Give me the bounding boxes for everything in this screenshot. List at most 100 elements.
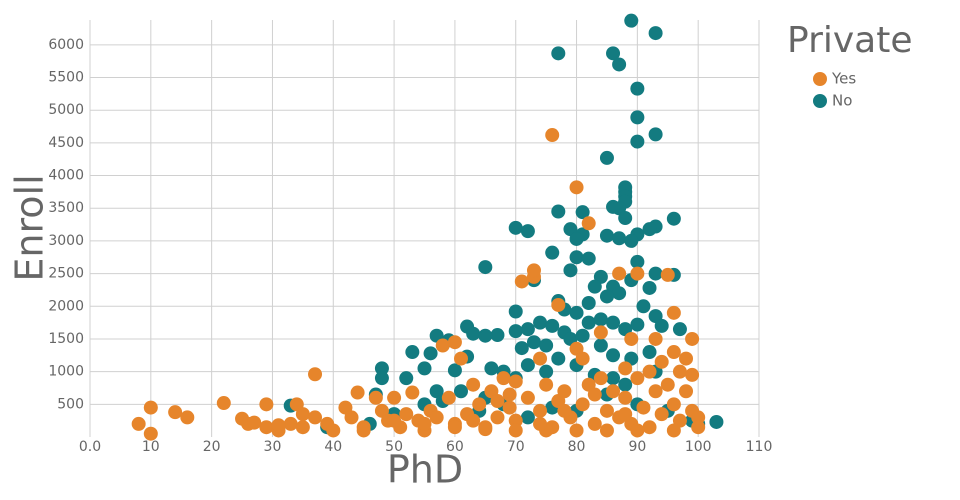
- point: [387, 413, 402, 428]
- point: [654, 318, 669, 333]
- x-tick-label: 100: [685, 439, 712, 455]
- point: [533, 403, 548, 418]
- point: [259, 397, 274, 412]
- point: [660, 267, 675, 282]
- point: [593, 312, 608, 327]
- point: [429, 410, 444, 425]
- point: [654, 354, 669, 369]
- point: [514, 274, 529, 289]
- point: [654, 407, 669, 422]
- point: [557, 384, 572, 399]
- x-tick-label: 10: [142, 439, 160, 455]
- point: [630, 266, 645, 281]
- point: [581, 251, 596, 266]
- point: [545, 245, 560, 260]
- point: [581, 216, 596, 231]
- point: [520, 390, 535, 405]
- y-tick-label: 1500: [48, 331, 84, 347]
- point: [593, 325, 608, 340]
- point: [612, 286, 627, 301]
- point: [514, 341, 529, 356]
- point: [618, 390, 633, 405]
- point: [691, 410, 706, 425]
- point: [131, 416, 146, 431]
- point: [599, 403, 614, 418]
- point: [618, 407, 633, 422]
- point: [308, 367, 323, 382]
- point: [569, 250, 584, 265]
- point: [447, 420, 462, 435]
- point: [587, 387, 602, 402]
- point: [599, 423, 614, 438]
- point: [472, 397, 487, 412]
- point: [508, 413, 523, 428]
- point: [295, 407, 310, 422]
- y-tick-label: 1000: [48, 364, 84, 380]
- point: [502, 400, 517, 415]
- point: [630, 81, 645, 96]
- point: [399, 371, 414, 386]
- legend-marker: [813, 72, 827, 86]
- point: [545, 318, 560, 333]
- point: [569, 423, 584, 438]
- y-axis-title: Enroll: [8, 174, 52, 281]
- point: [466, 326, 481, 341]
- point: [466, 413, 481, 428]
- point: [648, 127, 663, 142]
- point: [569, 180, 584, 195]
- point: [350, 385, 365, 400]
- point: [593, 371, 608, 386]
- point: [666, 397, 681, 412]
- point: [642, 222, 657, 237]
- point: [636, 400, 651, 415]
- point: [143, 400, 158, 415]
- point: [526, 335, 541, 350]
- point: [685, 367, 700, 382]
- point: [453, 384, 468, 399]
- point: [685, 331, 700, 346]
- point: [466, 377, 481, 392]
- point: [636, 299, 651, 314]
- point: [648, 26, 663, 41]
- point: [551, 351, 566, 366]
- point: [648, 331, 663, 346]
- point: [642, 420, 657, 435]
- point: [672, 364, 687, 379]
- y-tick-label: 4500: [48, 135, 84, 151]
- point: [551, 46, 566, 61]
- point: [709, 414, 724, 429]
- point: [575, 205, 590, 220]
- x-tick-label: 30: [264, 439, 282, 455]
- x-axis-title: PhD: [387, 448, 463, 492]
- point: [508, 423, 523, 438]
- point: [630, 423, 645, 438]
- point: [624, 13, 639, 28]
- point: [520, 224, 535, 239]
- point: [143, 426, 158, 441]
- y-tick-label: 500: [57, 396, 84, 412]
- point: [672, 322, 687, 337]
- point: [630, 254, 645, 269]
- point: [539, 338, 554, 353]
- point: [247, 415, 262, 430]
- y-tick-label: 6000: [48, 37, 84, 53]
- point: [417, 416, 432, 431]
- y-tick-label: 3500: [48, 200, 84, 216]
- point: [606, 371, 621, 386]
- point: [435, 338, 450, 353]
- point: [606, 199, 621, 214]
- point: [569, 231, 584, 246]
- point: [551, 297, 566, 312]
- point: [295, 420, 310, 435]
- point: [691, 420, 706, 435]
- point: [490, 394, 505, 409]
- point: [593, 338, 608, 353]
- point: [575, 351, 590, 366]
- point: [484, 361, 499, 376]
- point: [259, 420, 274, 435]
- point: [447, 335, 462, 350]
- point: [666, 423, 681, 438]
- point: [539, 377, 554, 392]
- point: [660, 377, 675, 392]
